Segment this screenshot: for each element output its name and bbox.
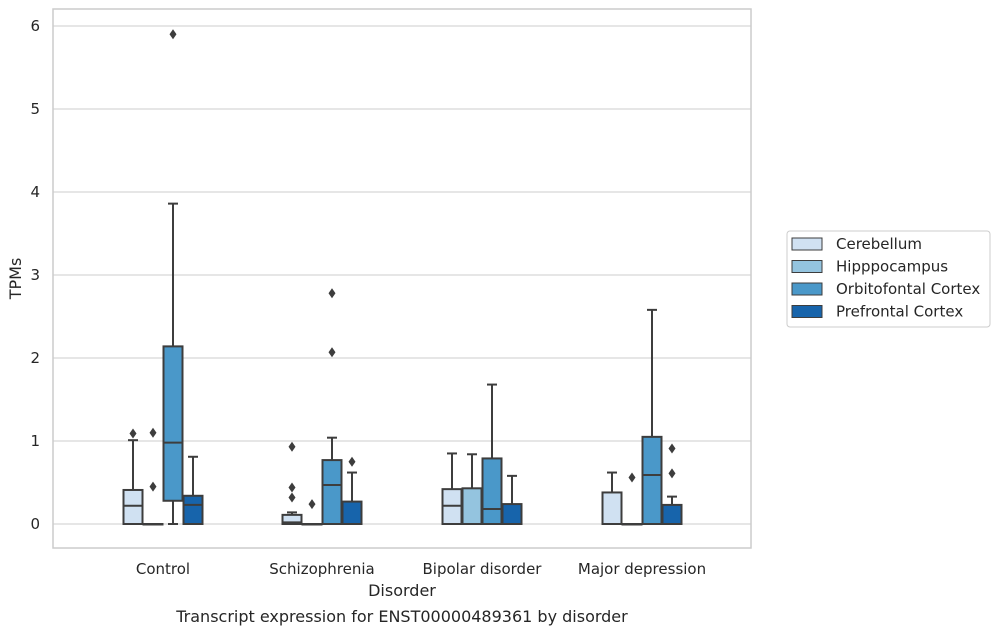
box-orbitofontal-cortex (162, 29, 184, 525)
outlier-point (328, 288, 336, 299)
box-body (162, 345, 184, 502)
box-body (182, 494, 204, 525)
box-body (341, 500, 363, 525)
box-body (481, 457, 503, 525)
y-tick-label: 4 (30, 183, 40, 201)
box-hipppocampus (621, 472, 643, 526)
legend-swatch (791, 237, 823, 251)
legend-swatch (791, 305, 823, 318)
legend-label: Orbitofontal Cortex (836, 280, 980, 298)
x-tick-label: Schizophrenia (269, 560, 374, 578)
box-cerebellum (281, 441, 303, 525)
box-cerebellum (122, 428, 144, 525)
box-cerebellum (441, 452, 463, 526)
box-hipppocampus (301, 499, 323, 526)
box-orbitofontal-cortex (481, 383, 503, 525)
box-cerebellum (601, 471, 623, 525)
box-hipppocampus (142, 427, 164, 526)
outlier-point (628, 472, 636, 483)
box-orbitofontal-cortex (641, 308, 663, 526)
box-body (661, 503, 683, 526)
legend-swatch (791, 260, 823, 273)
box-body (601, 491, 623, 525)
box-body (641, 435, 663, 526)
box-body (281, 513, 303, 525)
x-tick-label: Bipolar disorder (423, 560, 543, 578)
x-axis-ticks: Control Schizophrenia Bipolar disorder Majo… (136, 560, 706, 578)
legend-swatch (791, 282, 823, 296)
plot-frame (52, 8, 752, 549)
box-prefrontal-cortex (501, 474, 523, 525)
box-prefrontal-cortex (661, 443, 683, 526)
box-prefrontal-cortex (341, 456, 363, 525)
outlier-point (129, 428, 137, 439)
x-tick-label: Major depression (578, 560, 706, 578)
y-tick-label: 0 (30, 515, 40, 533)
outlier-point (288, 441, 296, 452)
y-axis-label: TPMs (6, 258, 25, 301)
x-axis-label: Disorder (368, 581, 436, 600)
y-tick-label: 5 (30, 100, 40, 118)
outlier-point (288, 482, 296, 493)
legend-label: Hipppocampus (836, 258, 948, 276)
box-body (501, 503, 523, 525)
x-tick-label: Control (136, 560, 190, 578)
y-tick-label: 3 (30, 266, 40, 284)
box-body (461, 487, 483, 525)
outlier-point (668, 468, 676, 479)
outlier-point (668, 443, 676, 454)
box-body (321, 459, 343, 525)
legend: Cerebellum Hipppocampus Orbitofontal Corte… (786, 230, 991, 328)
box-prefrontal-cortex (182, 455, 204, 525)
outlier-point (169, 29, 177, 40)
box-hipppocampus (461, 453, 483, 525)
legend-label: Prefrontal Cortex (836, 303, 963, 321)
outlier-point (308, 499, 316, 510)
outlier-point (348, 456, 356, 467)
outlier-point (328, 347, 336, 358)
legend-frame (786, 230, 991, 328)
outlier-point (149, 427, 157, 438)
chart-caption: Transcript expression for ENST0000048936… (175, 607, 628, 626)
box-body (122, 488, 144, 525)
outlier-point (288, 492, 296, 503)
y-tick-label: 1 (30, 432, 40, 450)
legend-label: Cerebellum (836, 235, 922, 253)
box-orbitofontal-cortex (321, 288, 343, 525)
y-tick-label: 6 (30, 17, 40, 35)
y-axis-ticks: 0 1 2 3 4 5 6 (30, 17, 40, 533)
box-plot-series (122, 29, 683, 526)
outlier-point (149, 481, 157, 492)
y-tick-label: 2 (30, 349, 40, 367)
